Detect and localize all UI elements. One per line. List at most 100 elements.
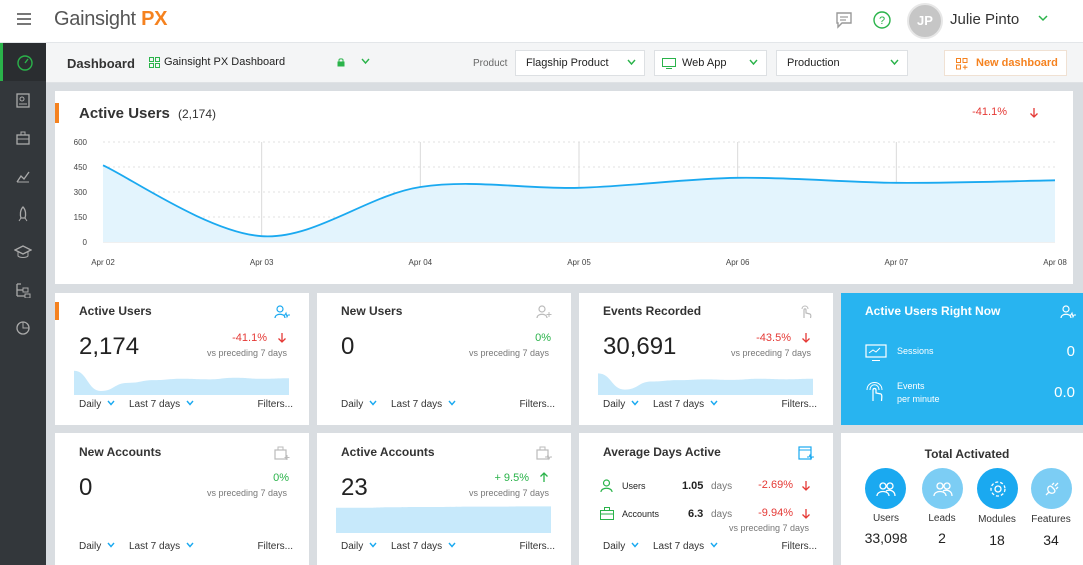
total-activated-card: Total Activated Users 33,098 Leads 2 Mod…: [841, 433, 1083, 565]
chevron-down-icon: [710, 542, 718, 548]
range-select[interactable]: Last 7 days: [391, 399, 456, 410]
range-select[interactable]: Last 7 days: [653, 541, 718, 552]
sidebar-item-accounts[interactable]: [0, 119, 46, 157]
filters-link[interactable]: Filters...: [781, 541, 817, 552]
filters-link[interactable]: Filters...: [519, 399, 555, 410]
sidebar-item-reports[interactable]: [0, 309, 46, 347]
product-select[interactable]: Flagship Product: [515, 50, 645, 76]
web-app-icon: [662, 58, 676, 69]
avatar[interactable]: JP: [907, 3, 943, 39]
arrow-down-icon: [1030, 108, 1038, 118]
chevron-down-icon: [631, 542, 639, 548]
activated-label: Modules: [978, 514, 1016, 525]
sidebar: [0, 43, 46, 565]
sidebar-item-journeys[interactable]: [0, 271, 46, 309]
change-value: -43.5%: [756, 332, 791, 344]
add-dashboard-icon: [956, 58, 968, 70]
activated-value: 34: [1043, 532, 1059, 548]
users-days-value: 1.05: [682, 480, 704, 492]
sidebar-item-people[interactable]: [0, 81, 46, 119]
period-select[interactable]: Daily: [79, 541, 115, 552]
sidebar-item-dashboard[interactable]: [0, 43, 46, 81]
card-footer: Daily Last 7 days Filters...: [79, 541, 293, 555]
dashboard-select[interactable]: Gainsight PX Dashboard: [141, 50, 381, 76]
product-label: Product: [473, 58, 508, 69]
add-account-icon[interactable]: [274, 445, 290, 461]
chevron-down-icon: [448, 542, 456, 548]
sparkline-area: [336, 506, 551, 533]
card-title: Active Accounts: [341, 445, 435, 459]
period-value: Daily: [603, 399, 626, 410]
period-select[interactable]: Daily: [79, 399, 115, 410]
calendar-activity-icon[interactable]: [798, 445, 814, 461]
users-activated-badge[interactable]: [865, 468, 906, 509]
card-footer: Daily Last 7 days Filters...: [603, 399, 817, 413]
card-footer: Daily Last 7 days Filters...: [341, 399, 555, 413]
hand-tap-icon[interactable]: [798, 304, 814, 320]
dashboard-select-value: Gainsight PX Dashboard: [164, 56, 286, 68]
user-activity-icon[interactable]: [274, 304, 290, 320]
leads-activated-badge[interactable]: [922, 468, 963, 509]
arrow-down-icon: [802, 481, 810, 491]
period-select[interactable]: Daily: [341, 541, 377, 552]
flow-icon: [16, 283, 31, 298]
add-user-icon[interactable]: [536, 304, 552, 320]
logo[interactable]: Gainsight PX: [54, 8, 167, 31]
filters-link[interactable]: Filters...: [257, 399, 293, 410]
period-select[interactable]: Daily: [603, 399, 639, 410]
features-activated-badge[interactable]: [1031, 468, 1072, 509]
filters-link[interactable]: Filters...: [781, 399, 817, 410]
range-select[interactable]: Last 7 days: [391, 541, 456, 552]
menu-icon[interactable]: [17, 13, 31, 25]
accounts-days-unit: days: [711, 509, 733, 520]
people-list-icon: [16, 93, 30, 108]
line-chart-icon: [16, 171, 30, 183]
graduation-cap-icon: [14, 245, 32, 258]
range-select[interactable]: Last 7 days: [129, 399, 194, 410]
range-select[interactable]: Last 7 days: [653, 399, 718, 410]
logo-text: Gainsight: [54, 8, 136, 30]
metric-value: 0: [341, 333, 355, 360]
activated-value: 2: [938, 530, 946, 546]
filters-link[interactable]: Filters...: [519, 541, 555, 552]
new-accounts-card: New Accounts 0 0% vs preceding 7 days Da…: [55, 433, 309, 565]
plug-icon: [1045, 482, 1058, 495]
arrow-down-icon: [802, 333, 810, 343]
metric-value: 23: [341, 474, 368, 501]
product-select-value: Flagship Product: [526, 57, 609, 69]
user-name[interactable]: Julie Pinto: [950, 11, 1020, 28]
comparison-label: vs preceding 7 days: [468, 488, 549, 498]
area-fill: [103, 165, 1055, 242]
range-select[interactable]: Last 7 days: [129, 541, 194, 552]
user-activity-icon[interactable]: [1060, 304, 1076, 320]
lock-icon: [337, 58, 345, 67]
accounts-label: Accounts: [622, 509, 660, 519]
sidebar-item-engagements[interactable]: [0, 195, 46, 233]
new-dashboard-button[interactable]: New dashboard: [944, 50, 1067, 76]
help-icon[interactable]: ?: [872, 10, 892, 30]
period-select[interactable]: Daily: [603, 541, 639, 552]
comparison-label: vs preceding 7 days: [206, 348, 287, 358]
range-value: Last 7 days: [653, 399, 705, 410]
sidebar-item-analytics[interactable]: [0, 157, 46, 195]
chevron-down-icon[interactable]: [1038, 14, 1048, 22]
events-recorded-card: Events Recorded 30,691 -43.5% vs precedi…: [579, 293, 833, 425]
chevron-down-icon: [186, 542, 194, 548]
sidebar-item-knowledge[interactable]: [0, 233, 46, 271]
users-icon: [875, 481, 896, 496]
card-title: Events Recorded: [603, 304, 702, 318]
environment-select[interactable]: Production: [776, 50, 908, 76]
modules-activated-badge[interactable]: [977, 468, 1018, 509]
y-tick-label: 450: [74, 163, 88, 172]
activated-value: 33,098: [864, 530, 908, 546]
period-value: Daily: [341, 399, 364, 410]
filters-link[interactable]: Filters...: [257, 541, 293, 552]
card-title: Active Users: [79, 304, 152, 318]
chevron-down-icon: [186, 400, 194, 406]
chevron-down-icon: [107, 542, 115, 548]
period-select[interactable]: Daily: [341, 399, 377, 410]
app-select[interactable]: Web App: [654, 50, 767, 76]
account-activity-icon[interactable]: [536, 445, 552, 461]
chat-icon[interactable]: [834, 10, 854, 30]
card-title: Active Users: [79, 105, 170, 122]
